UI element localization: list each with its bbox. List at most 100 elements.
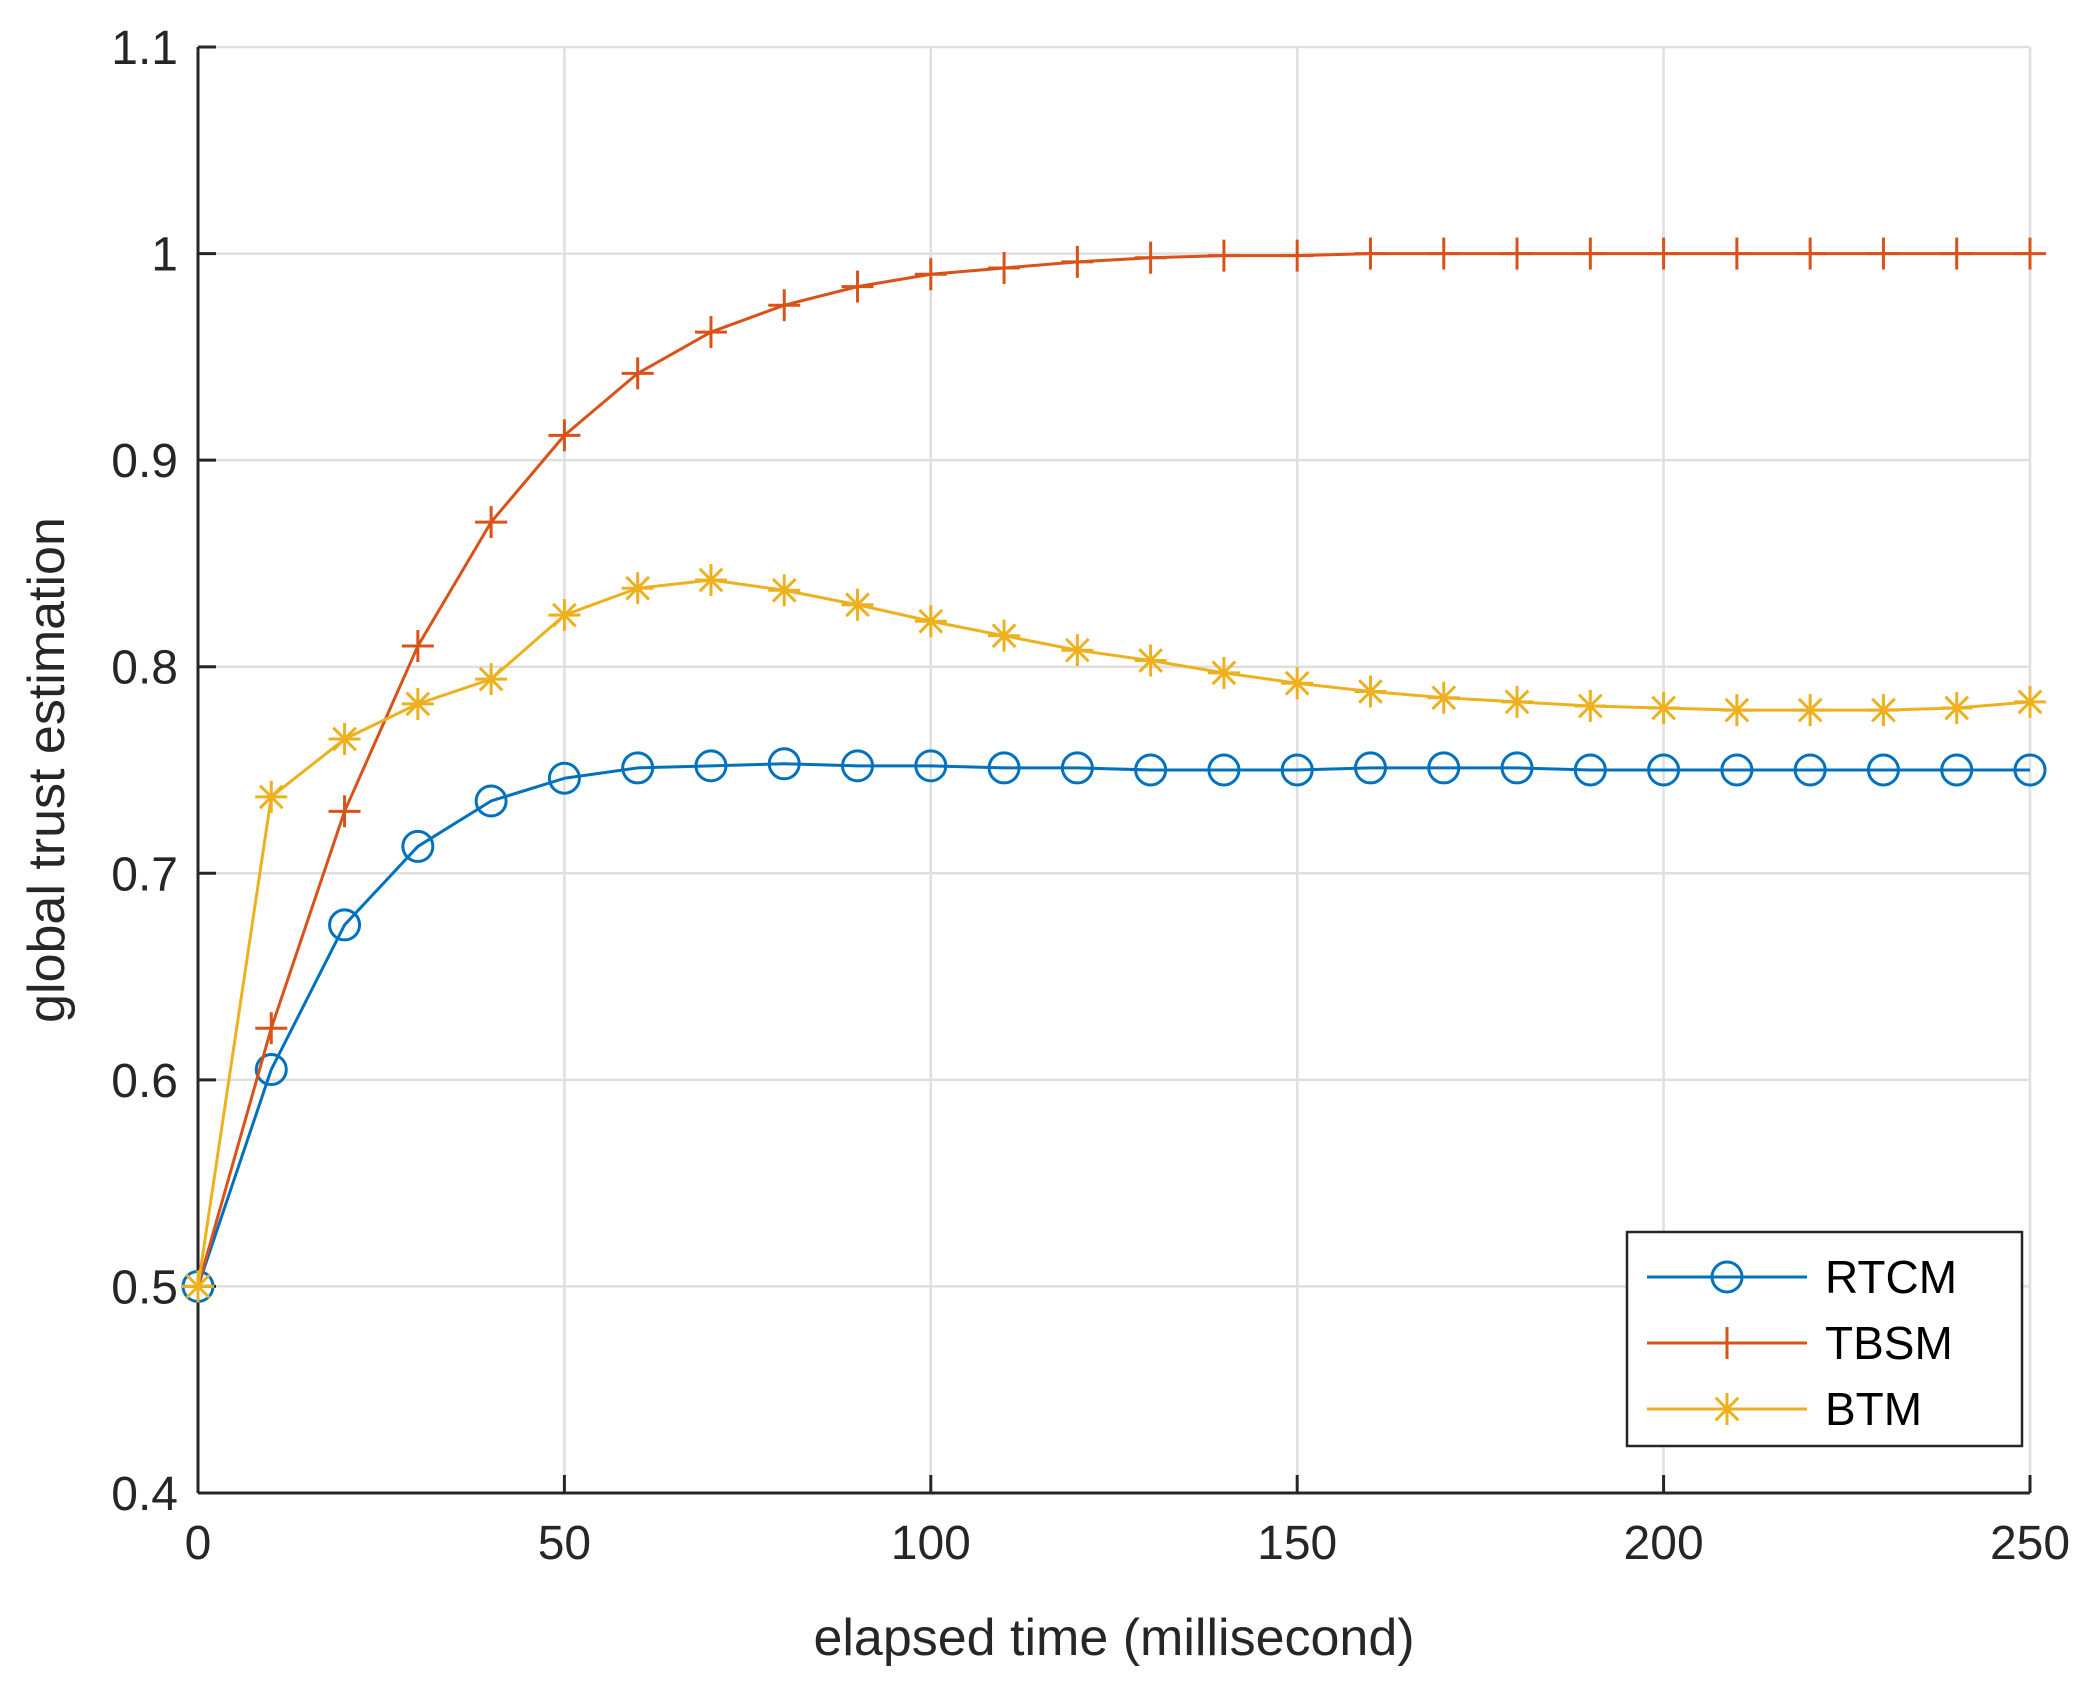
data-point-tbsm xyxy=(694,316,727,349)
data-point-rtcm xyxy=(2013,753,2047,787)
data-point-tbsm xyxy=(1574,237,1607,270)
data-point-btm xyxy=(1867,694,1900,727)
legend-marker xyxy=(1711,1327,1743,1359)
circle-marker-shape xyxy=(1500,751,1534,785)
data-point-tbsm xyxy=(401,630,434,663)
legend-item-btm: BTM xyxy=(1647,1383,1922,1435)
circle-marker-shape xyxy=(401,829,435,863)
circle-marker-shape xyxy=(694,749,728,783)
data-point-btm xyxy=(841,588,874,621)
x-tick-label: 150 xyxy=(1257,1517,1337,1570)
axes xyxy=(196,47,2030,1495)
legend-marker xyxy=(1711,1393,1743,1425)
asterisk-marker-d2 xyxy=(1211,660,1237,686)
asterisk-marker-d2 xyxy=(405,691,431,717)
y-ticks: 0.4 0.5 0.6 0.7 0.8 0.9 1 1.1 xyxy=(111,22,216,1521)
data-point-tbsm xyxy=(475,506,508,539)
x-ticks: 0 50 100 150 200 250 xyxy=(185,1475,2070,1570)
data-point-tbsm xyxy=(255,1012,288,1045)
data-point-tbsm xyxy=(1940,237,1973,270)
circle-marker-shape xyxy=(547,761,581,795)
data-point-btm xyxy=(1574,689,1607,722)
data-point-btm xyxy=(1940,692,1973,725)
data-point-btm xyxy=(328,723,361,756)
data-point-rtcm xyxy=(1427,751,1461,785)
asterisk-marker-d2 xyxy=(1797,697,1823,723)
data-point-rtcm xyxy=(1207,753,1241,787)
legend: RTCM TBSM BTM xyxy=(1625,1230,2024,1448)
circle-marker-shape xyxy=(1647,753,1681,787)
circle-marker-shape xyxy=(474,784,508,818)
asterisk-marker-d2 xyxy=(1577,693,1603,719)
y-tick-label: 1 xyxy=(151,229,178,282)
data-point-btm xyxy=(1720,694,1753,727)
x-tick-label: 200 xyxy=(1624,1517,1704,1570)
asterisk-marker-d2 xyxy=(1431,685,1457,711)
asterisk-marker-d2 xyxy=(1358,679,1383,704)
y-tick-label: 0.6 xyxy=(111,1055,178,1108)
circle-marker-shape xyxy=(841,749,875,783)
circle-marker-shape xyxy=(914,749,948,783)
data-point-rtcm xyxy=(254,1053,288,1087)
data-point-rtcm xyxy=(987,751,1021,785)
asterisk-marker-d2 xyxy=(1871,697,1896,723)
data-point-btm xyxy=(621,572,654,605)
circle-marker-shape xyxy=(987,751,1021,785)
data-point-tbsm xyxy=(1794,237,1827,270)
asterisk-marker-d2 xyxy=(478,666,504,692)
asterisk-marker-d2 xyxy=(845,592,870,618)
circle-marker-shape xyxy=(1060,751,1094,785)
asterisk-marker-d2 xyxy=(185,1274,211,1299)
circle-marker-shape xyxy=(328,908,362,942)
data-point-btm xyxy=(2014,685,2046,718)
asterisk-marker-d2 xyxy=(625,575,651,601)
circle-marker-shape xyxy=(1866,753,1900,787)
legend-item-tbsm: TBSM xyxy=(1647,1317,1953,1369)
asterisk-marker-d2 xyxy=(991,623,1017,649)
data-point-tbsm xyxy=(1720,237,1753,270)
y-axis-label: global trust estimation xyxy=(18,517,76,1023)
data-point-btm xyxy=(1794,694,1827,727)
x-axis-label: elapsed time (millisecond) xyxy=(813,1609,1414,1667)
data-point-btm xyxy=(768,574,801,607)
circle-marker-shape xyxy=(1940,753,1974,787)
data-point-rtcm xyxy=(328,908,362,942)
circle-marker-shape xyxy=(1353,751,1387,785)
asterisk-marker-d2 xyxy=(1138,648,1164,673)
series-tbsm xyxy=(182,237,2046,1303)
data-point-rtcm xyxy=(1720,753,1754,787)
circle-marker-shape xyxy=(1720,753,1754,787)
series-btm xyxy=(182,563,2046,1303)
data-point-tbsm xyxy=(768,289,801,322)
data-point-btm xyxy=(1501,685,1534,718)
circle-marker-shape xyxy=(1134,753,1168,787)
circle-marker-shape xyxy=(1573,753,1607,787)
data-point-tbsm xyxy=(2014,237,2046,270)
circle-marker-shape xyxy=(767,747,801,781)
data-point-tbsm xyxy=(1134,241,1167,274)
data-point-btm xyxy=(1427,681,1460,714)
data-point-tbsm xyxy=(841,270,874,303)
data-point-rtcm xyxy=(1280,753,1314,787)
data-point-rtcm xyxy=(914,749,948,783)
asterisk-marker-d2 xyxy=(1284,670,1310,696)
data-point-tbsm xyxy=(1354,237,1387,270)
data-point-btm xyxy=(182,1270,214,1303)
y-tick-label: 0.9 xyxy=(111,435,178,488)
y-tick-label: 0.7 xyxy=(111,848,178,901)
circle-marker-shape xyxy=(1280,753,1314,787)
asterisk-marker-d2 xyxy=(2017,689,2043,715)
asterisk-marker-d2 xyxy=(1944,695,1970,721)
circle-marker-shape xyxy=(2013,753,2047,787)
data-point-btm xyxy=(914,605,947,638)
data-point-tbsm xyxy=(1427,237,1460,270)
data-point-rtcm xyxy=(1940,753,1974,787)
data-point-rtcm xyxy=(1500,751,1534,785)
data-point-rtcm xyxy=(1134,753,1168,787)
asterisk-marker-d2 xyxy=(1724,697,1750,723)
asterisk-marker-d2 xyxy=(258,784,284,810)
x-tick-label: 100 xyxy=(891,1517,971,1570)
data-point-btm xyxy=(255,780,288,813)
data-point-rtcm xyxy=(1793,753,1827,787)
data-point-btm xyxy=(694,563,727,596)
